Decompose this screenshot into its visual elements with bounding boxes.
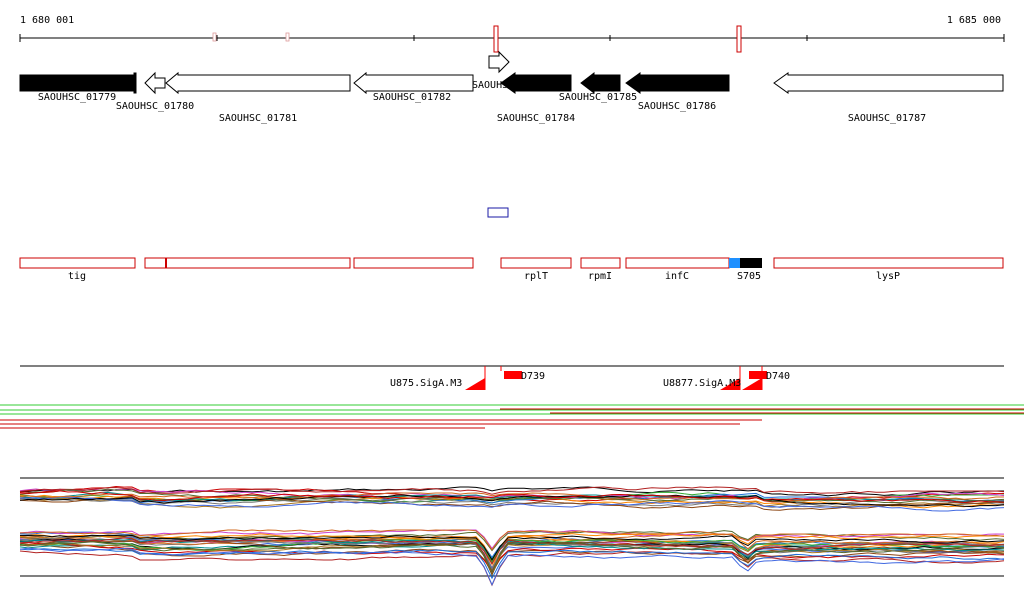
expression-trace	[19, 496, 1005, 512]
feature-label: D740	[766, 371, 790, 382]
expression-trace	[19, 538, 1005, 560]
expression-trace	[19, 542, 1005, 576]
transcript-label: rplT	[524, 271, 548, 282]
gene-arrow-SAOUHSC_01787[interactable]	[773, 72, 1004, 94]
transcript-track: tig rplT rpmI infC S705 lysP	[19, 257, 1004, 282]
expression-trace	[19, 533, 1004, 562]
gene-label: SAOUHSC_01787	[848, 113, 926, 124]
expression-trace	[19, 486, 1005, 495]
gene-arrow-SAOUHSC_01779[interactable]	[19, 72, 137, 94]
expression-trace	[19, 542, 1005, 571]
expression-trace	[19, 486, 1004, 497]
gene-label: SAOUHSC_	[472, 80, 521, 91]
transcript-S705-blue[interactable]	[729, 258, 740, 268]
expression-trace	[19, 490, 1005, 503]
transcript-rplT[interactable]	[500, 257, 572, 269]
transcript-label: tig	[68, 271, 86, 282]
expression-trace	[19, 541, 1005, 574]
gene-track: SAOUHSC_01779 SAOUHSC_01780 SAOUHSC_0178…	[19, 50, 1004, 124]
ruler-marker[interactable]	[212, 32, 217, 42]
gene-arrow-SAOUHSC_01782[interactable]	[353, 71, 474, 95]
expression-trace	[19, 548, 1005, 580]
transcript-label: S705	[737, 271, 761, 282]
gene-arrow-SAOUHSC_01783[interactable]	[488, 50, 510, 74]
transcript-S705[interactable]	[740, 258, 762, 268]
transcript-tig[interactable]	[19, 257, 136, 269]
feature-U8877[interactable]	[720, 378, 740, 390]
expression-trace	[19, 534, 1005, 561]
position-ruler: 1 680 001 1 685 000	[19, 15, 1005, 53]
transcript-rpmI[interactable]	[580, 257, 621, 269]
gene-label: SAOUHSC_01781	[219, 113, 297, 124]
expression-trace	[19, 547, 1005, 586]
expression-profile-panel	[19, 477, 1005, 587]
gene-arrow-SAOUHSC_01786[interactable]	[625, 72, 730, 94]
expression-trace	[19, 492, 1004, 502]
expression-trace	[19, 488, 1005, 504]
gene-arrow-SAOUHSC_01785[interactable]	[580, 71, 621, 95]
gene-arrow-SAOUHSC_01784[interactable]	[500, 72, 572, 94]
feature-D740[interactable]	[749, 371, 767, 379]
expression-trace	[20, 529, 1005, 551]
ruler-marker[interactable]	[493, 25, 499, 53]
transcript-label: lysP	[876, 271, 900, 282]
transcript-block[interactable]	[144, 257, 351, 269]
ruler-marker[interactable]	[285, 32, 290, 42]
gene-label: SAOUHSC_01784	[497, 113, 575, 124]
feature-track: U875.SigA.M3 D739 U8877.SigA.M3 D740	[20, 365, 1004, 390]
gene-label: SAOUHSC_01782	[373, 92, 451, 103]
gene-label: SAOUHSC_01780	[116, 101, 194, 112]
ruler-marker[interactable]	[736, 25, 742, 53]
selection-marker[interactable]	[487, 207, 509, 218]
feature-label: D739	[521, 371, 545, 382]
feature-label: U875.SigA.M3	[390, 378, 462, 389]
gene-arrow-SAOUHSC_01780[interactable]	[144, 71, 166, 95]
expression-trace	[19, 494, 1005, 508]
transcript-infC[interactable]	[625, 257, 730, 269]
transcript-lysP[interactable]	[773, 257, 1004, 269]
expression-trace	[19, 491, 1005, 503]
feature-label: U8877.SigA.M3	[663, 378, 741, 389]
ruler-start-label: 1 680 001	[20, 15, 74, 26]
coverage-lines	[0, 404, 1024, 429]
gene-label: SAOUHSC_01786	[638, 101, 716, 112]
feature-D739[interactable]	[504, 371, 522, 379]
transcript-block[interactable]	[353, 257, 474, 269]
transcript-label: rpmI	[588, 271, 612, 282]
ruler-end-label: 1 685 000	[947, 15, 1001, 26]
transcript-label: infC	[665, 271, 689, 282]
gene-arrow-SAOUHSC_01781[interactable]	[165, 71, 351, 95]
gene-label: SAOUHSC_01779	[38, 92, 116, 103]
expression-trace	[19, 550, 1005, 587]
feature-U875[interactable]	[465, 378, 485, 390]
feature-U8877b[interactable]	[742, 378, 762, 390]
expression-trace	[19, 537, 1005, 565]
gene-label: SAOUHSC_01785	[559, 92, 637, 103]
